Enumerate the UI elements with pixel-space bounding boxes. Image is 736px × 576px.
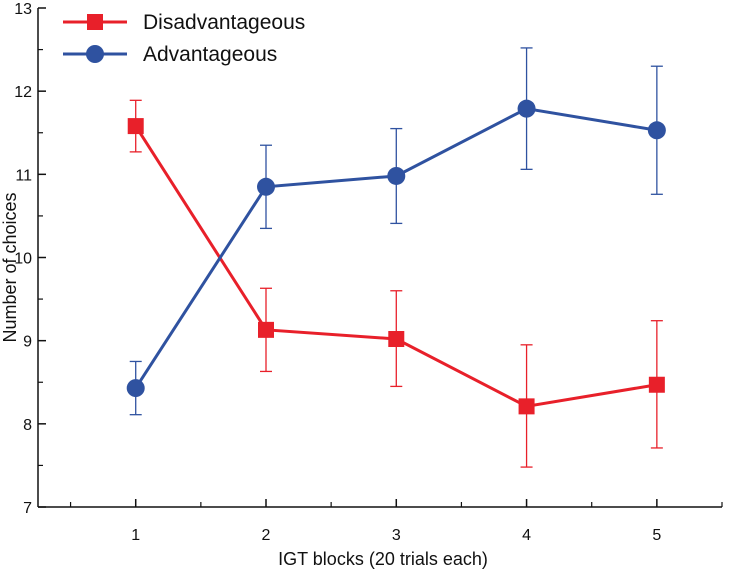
data-point-square bbox=[648, 376, 665, 393]
x-tick-label: 3 bbox=[392, 527, 401, 544]
legend-circle-marker bbox=[86, 45, 104, 63]
y-axis-title: Number of choices bbox=[0, 192, 20, 342]
legend-label: Advantageous bbox=[143, 43, 277, 66]
y-tick-label: 10 bbox=[14, 251, 32, 268]
data-point-square bbox=[518, 398, 535, 415]
x-tick-label: 4 bbox=[522, 527, 531, 544]
x-tick-label: 1 bbox=[131, 527, 140, 544]
y-tick-label: 7 bbox=[23, 500, 32, 517]
data-point-circle bbox=[257, 177, 275, 196]
data-point-circle bbox=[517, 99, 536, 118]
legend-square-marker bbox=[87, 14, 103, 30]
data-point-square bbox=[127, 118, 144, 135]
y-tick-label: 9 bbox=[23, 334, 32, 351]
data-point-circle bbox=[647, 121, 666, 140]
legend: Disadvantageous Advantageous bbox=[63, 11, 305, 66]
y-tick-label: 13 bbox=[14, 1, 32, 18]
x-tick-label: 5 bbox=[652, 527, 661, 544]
x-axis-title: IGT blocks (20 trials each) bbox=[278, 549, 488, 569]
y-tick-label: 12 bbox=[14, 84, 32, 101]
x-tick-label: 2 bbox=[262, 527, 271, 544]
series bbox=[126, 99, 666, 415]
y-tick-label: 11 bbox=[15, 167, 32, 184]
axes bbox=[37, 8, 722, 508]
data-point-square bbox=[388, 331, 405, 348]
y-tick-label: 8 bbox=[23, 417, 32, 434]
error-bars bbox=[129, 47, 663, 468]
legend-label: Disadvantageous bbox=[143, 11, 305, 34]
data-point-square bbox=[258, 321, 274, 338]
data-point-circle bbox=[387, 166, 406, 185]
data-point-circle bbox=[126, 379, 145, 398]
